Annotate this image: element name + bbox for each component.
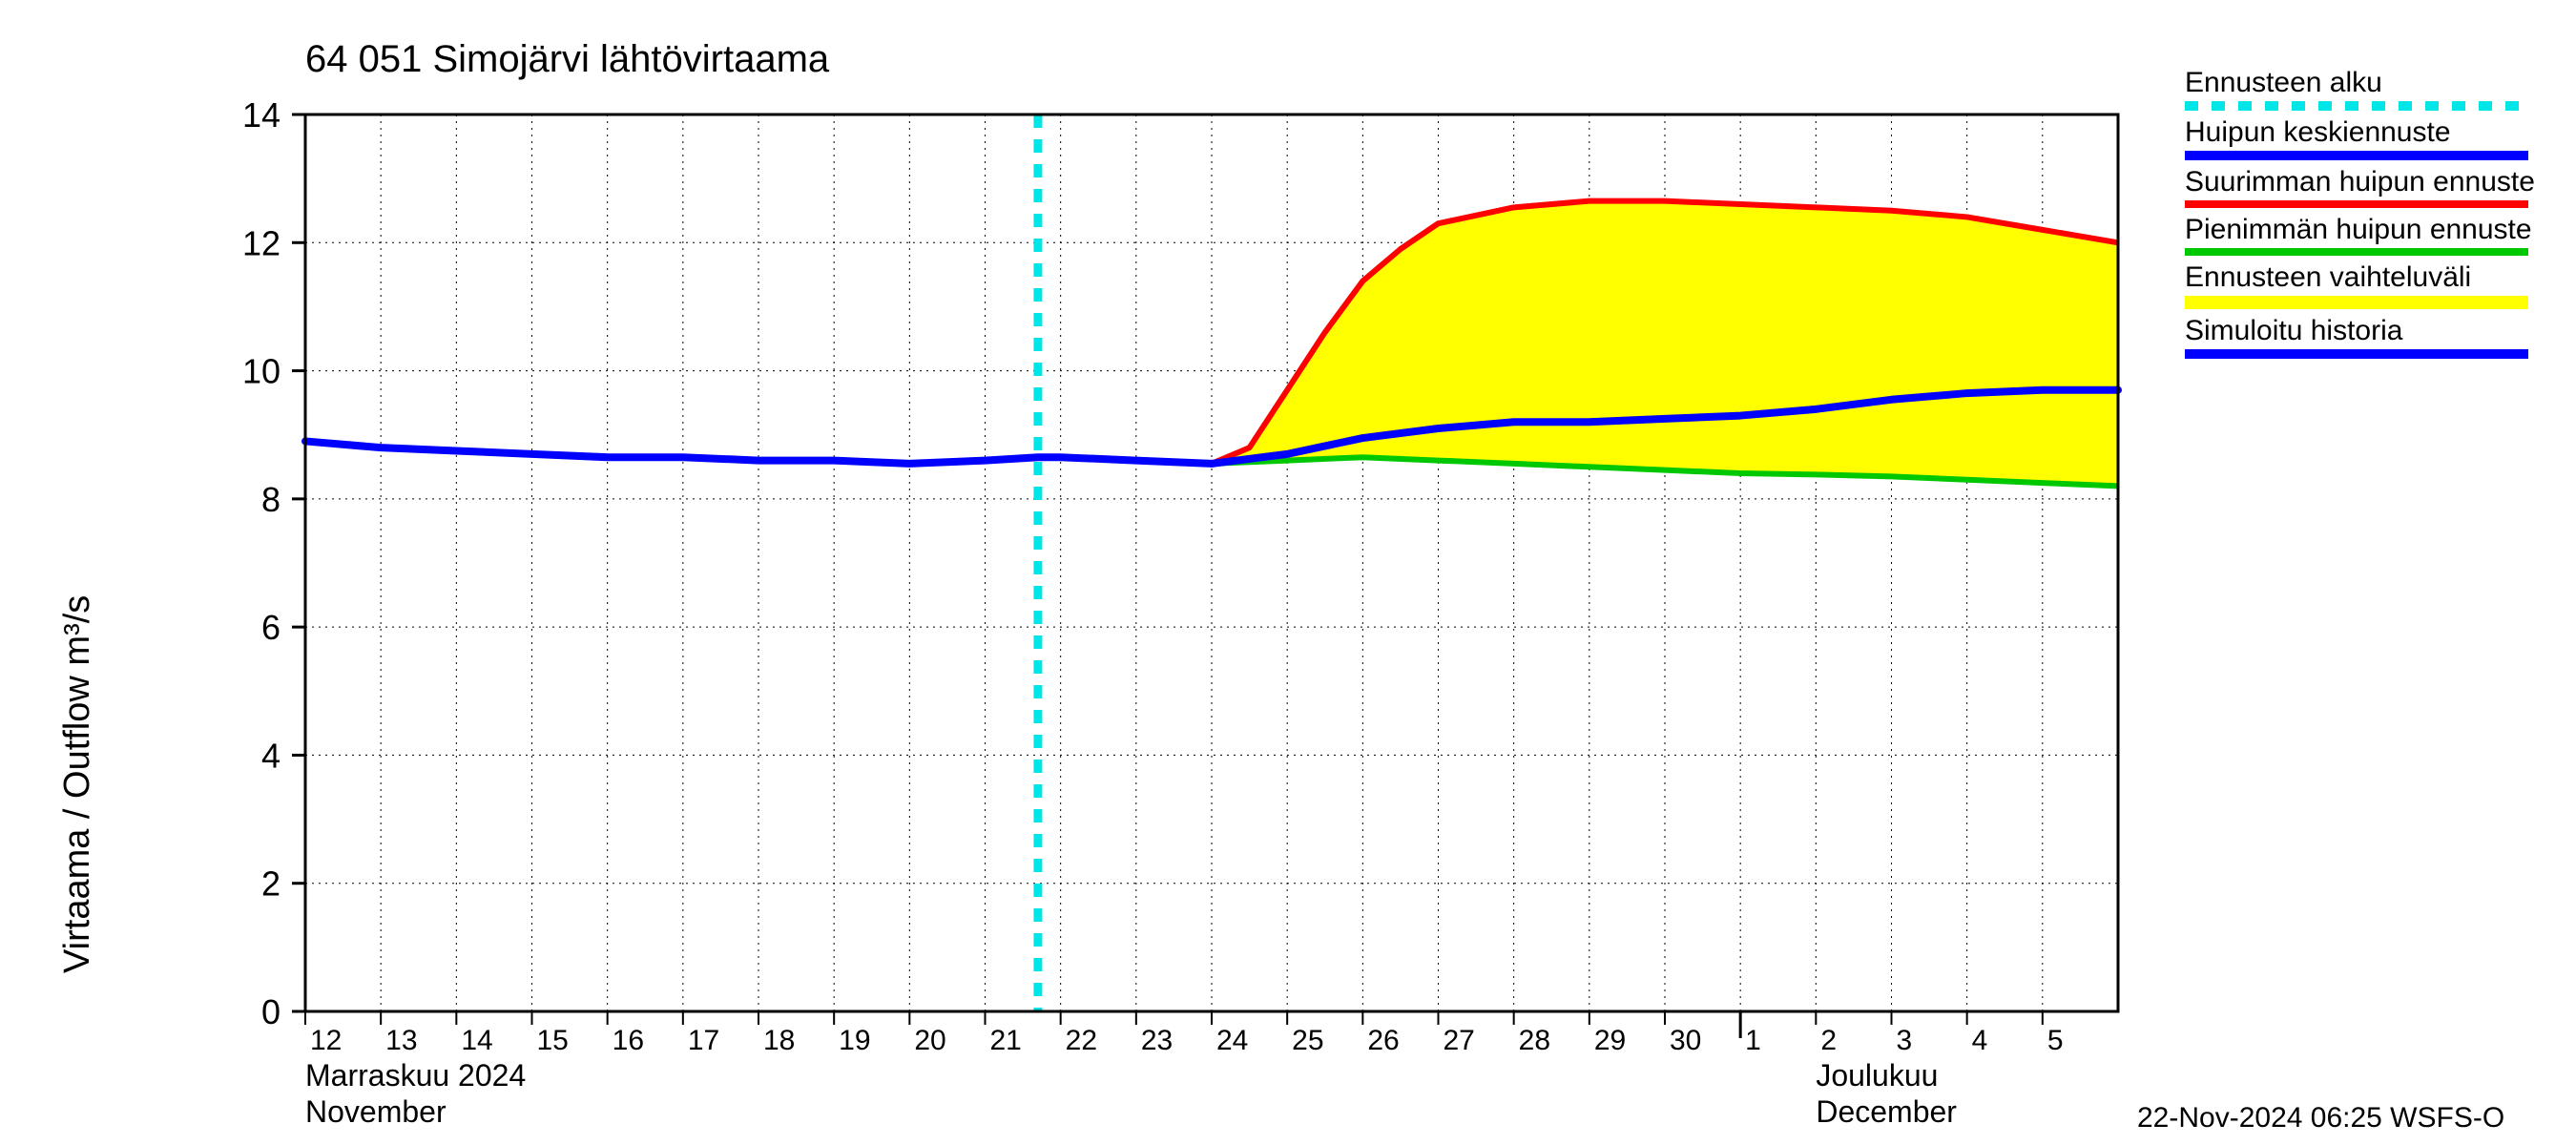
page: 64 051 Simojärvi lähtövirtaama Virtaama … [0, 0, 2576, 1145]
legend-item: Suurimman huipun ennuste [2185, 166, 2557, 208]
svg-text:15: 15 [537, 1025, 569, 1056]
svg-text:3: 3 [1897, 1025, 1913, 1056]
svg-text:Marraskuu 2024: Marraskuu 2024 [305, 1058, 526, 1093]
svg-text:1: 1 [1745, 1025, 1761, 1056]
legend-label: Ennusteen alku [2185, 67, 2557, 99]
legend-swatch [2185, 248, 2528, 256]
svg-text:5: 5 [2047, 1025, 2064, 1056]
svg-text:23: 23 [1141, 1025, 1173, 1056]
svg-text:14: 14 [461, 1025, 492, 1056]
legend-item: Simuloitu historia [2185, 315, 2557, 359]
legend-swatch [2185, 101, 2528, 111]
legend-label: Pienimmän huipun ennuste [2185, 214, 2557, 246]
legend-label: Ennusteen vaihteluväli [2185, 261, 2557, 294]
svg-text:2: 2 [1820, 1025, 1837, 1056]
legend-item: Pienimmän huipun ennuste [2185, 214, 2557, 256]
svg-text:27: 27 [1444, 1025, 1475, 1056]
svg-text:18: 18 [763, 1025, 795, 1056]
svg-text:10: 10 [242, 352, 280, 391]
legend-label: Suurimman huipun ennuste [2185, 166, 2557, 198]
legend-swatch [2185, 151, 2528, 160]
footer-timestamp: 22-Nov-2024 06:25 WSFS-O [2137, 1102, 2504, 1135]
svg-text:19: 19 [839, 1025, 870, 1056]
legend-item: Ennusteen alku [2185, 67, 2557, 111]
svg-text:29: 29 [1594, 1025, 1626, 1056]
legend-item: Huipun keskiennuste [2185, 116, 2557, 160]
svg-text:16: 16 [613, 1025, 644, 1056]
svg-text:20: 20 [914, 1025, 945, 1056]
svg-text:2: 2 [261, 864, 280, 904]
svg-text:12: 12 [310, 1025, 342, 1056]
svg-text:4: 4 [1972, 1025, 1988, 1056]
svg-text:22: 22 [1066, 1025, 1097, 1056]
svg-text:24: 24 [1216, 1025, 1248, 1056]
svg-text:4: 4 [261, 736, 280, 775]
svg-text:6: 6 [261, 608, 280, 647]
svg-text:26: 26 [1367, 1025, 1399, 1056]
legend-swatch [2185, 296, 2528, 309]
svg-text:Joulukuu: Joulukuu [1816, 1058, 1938, 1093]
svg-text:17: 17 [688, 1025, 719, 1056]
legend-swatch [2185, 349, 2528, 359]
svg-text:30: 30 [1670, 1025, 1701, 1056]
svg-text:8: 8 [261, 480, 280, 519]
svg-text:12: 12 [242, 223, 280, 262]
svg-text:13: 13 [385, 1025, 417, 1056]
legend: Ennusteen alku Huipun keskiennuste Suurimm… [2185, 67, 2557, 364]
legend-swatch [2185, 200, 2528, 208]
svg-text:December: December [1816, 1094, 1957, 1129]
legend-label: Simuloitu historia [2185, 315, 2557, 347]
svg-text:14: 14 [242, 95, 280, 135]
svg-text:November: November [305, 1094, 447, 1129]
legend-item: Ennusteen vaihteluväli [2185, 261, 2557, 309]
svg-text:0: 0 [261, 992, 280, 1031]
legend-label: Huipun keskiennuste [2185, 116, 2557, 149]
svg-text:21: 21 [990, 1025, 1022, 1056]
svg-text:25: 25 [1292, 1025, 1323, 1056]
svg-text:28: 28 [1519, 1025, 1550, 1056]
